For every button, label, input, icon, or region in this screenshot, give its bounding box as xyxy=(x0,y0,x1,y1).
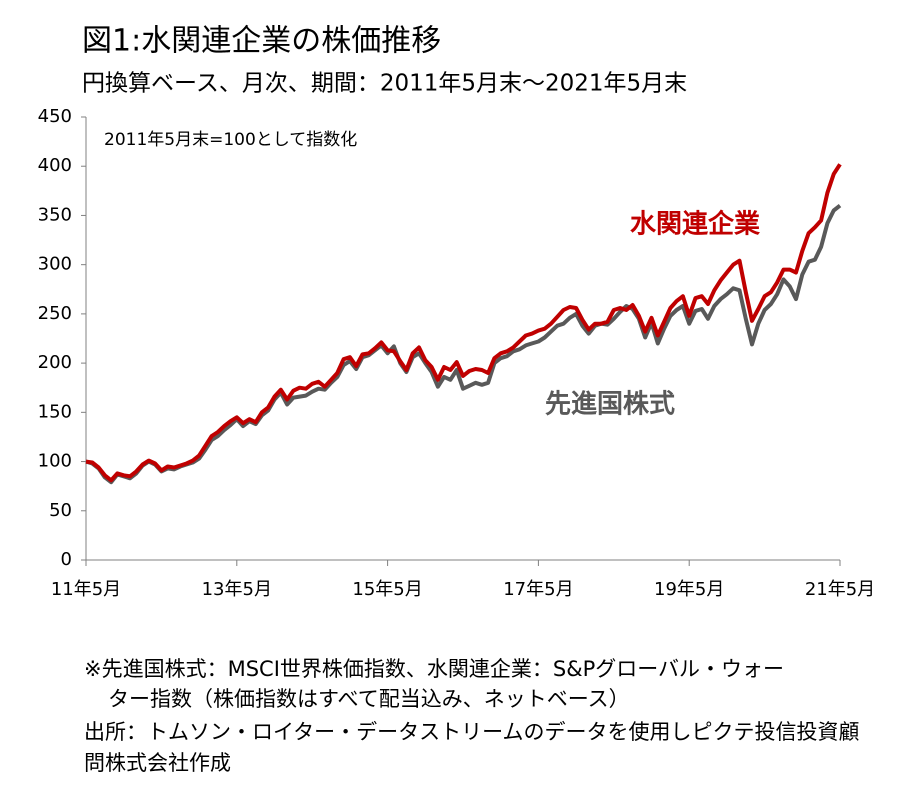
x-tick-label: 21年5月 xyxy=(805,579,875,600)
series-line xyxy=(85,163,842,483)
y-tick-label: 0 xyxy=(61,549,72,570)
note: 問株式会社作成 xyxy=(84,751,231,775)
y-tick-label: 300 xyxy=(38,254,72,275)
chart-title: 図1:水関連企業の株価推移 xyxy=(82,24,441,59)
x-tick-label: 19年5月 xyxy=(654,579,724,600)
y-tick-label: 250 xyxy=(38,303,72,324)
series-label: 水関連企業 xyxy=(630,209,760,240)
series-label: 先進国株式 xyxy=(545,390,675,420)
x-tick-label: 13年5月 xyxy=(202,579,272,600)
annotation: 2011年5月末=100として指数化 xyxy=(104,130,357,150)
y-tick-label: 150 xyxy=(38,401,72,422)
y-tick-label: 50 xyxy=(49,500,72,521)
y-tick-label: 400 xyxy=(38,155,72,176)
y-tick-label: 200 xyxy=(38,352,72,373)
note: 出所：トムソン・ロイター・データストリームのデータを使用しピクテ投信投資顧 xyxy=(84,720,860,744)
x-tick-label: 11年5月 xyxy=(51,579,121,600)
series-line xyxy=(85,204,842,485)
y-tick-label: 350 xyxy=(38,204,72,225)
note: ※先進国株式：MSCI世界株価指数、水関連企業：S&Pグローバル・ウォー xyxy=(84,657,784,681)
y-tick-label: 100 xyxy=(38,451,72,472)
y-tick-label: 450 xyxy=(38,106,72,127)
note: ター指数（株価指数はすべて配当込み、ネットベース） xyxy=(108,687,630,711)
chart-subtitle: 円換算ベース、月次、期間：2011年5月末～2021年5月末 xyxy=(82,71,687,97)
x-tick-label: 15年5月 xyxy=(352,579,422,600)
x-tick-label: 17年5月 xyxy=(503,579,573,600)
